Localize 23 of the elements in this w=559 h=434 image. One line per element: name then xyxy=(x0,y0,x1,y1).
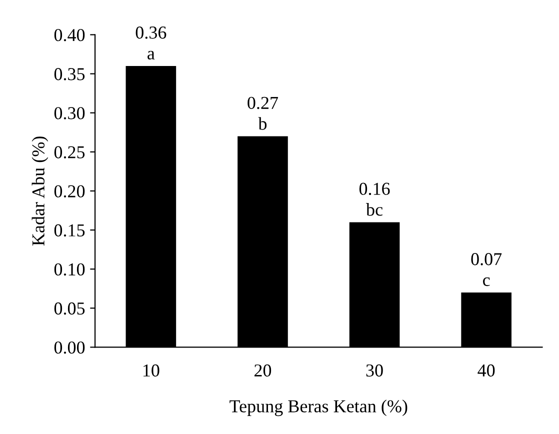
x-tick-label: 30 xyxy=(366,364,383,377)
data-label: 0.27 xyxy=(248,96,278,110)
annotation: bc xyxy=(366,203,382,216)
y-tick-label: 0.35 xyxy=(54,68,85,80)
y-tick-label: 0.30 xyxy=(54,107,85,120)
y-tick-label: 0.05 xyxy=(54,302,85,315)
data-label: 0.16 xyxy=(359,182,390,196)
x-tick-label: 40 xyxy=(478,364,495,377)
y-tick-label: 0.20 xyxy=(54,185,85,198)
y-tick-label: 0.40 xyxy=(54,28,85,42)
annotation: b xyxy=(258,117,267,130)
x-tick-label: 10 xyxy=(143,364,160,377)
data-label: 0.07 xyxy=(471,253,502,266)
y-tick-label: 0.10 xyxy=(54,263,85,276)
data-label: 0.36 xyxy=(136,26,166,39)
annotation: a xyxy=(148,50,155,60)
x-tick-label: 20 xyxy=(254,364,272,377)
y-axis-title: Kadar Abu (%) xyxy=(32,136,48,246)
y-tick-label: 0.25 xyxy=(54,146,85,158)
y-tick-label: 0.00 xyxy=(54,341,85,354)
annotation: c xyxy=(483,277,490,286)
y-tick-label: 0.15 xyxy=(54,224,85,237)
x-axis-title: Tepung Beras Ketan (%) xyxy=(230,400,408,416)
